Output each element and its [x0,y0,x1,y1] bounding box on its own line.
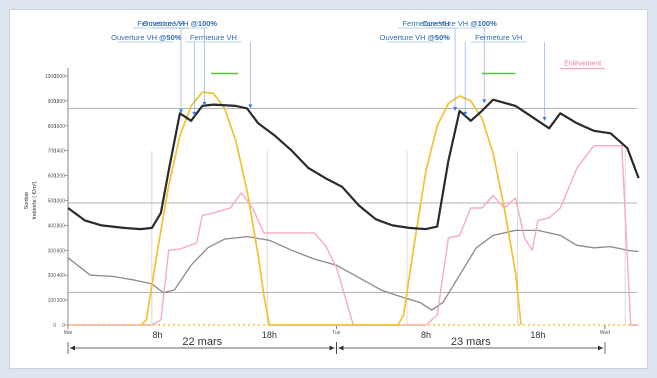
annotation-label: Fermeture VH [137,19,184,28]
y-tick-label-right: 200 [57,298,66,304]
y-tick-label-left: 500 [48,199,57,205]
annotation-marker [463,111,468,116]
line-chart: 1000200090018008001600700140060012005001… [24,19,640,354]
y-tick-label-left: 0 [53,323,56,329]
y-tick-label-right: 2000 [54,74,65,80]
y-tick-label-right: 1000 [54,199,65,205]
y-axis-title-left: Sonbar [24,191,30,209]
y-tick-label-left: 100 [48,298,57,304]
annotation-label: Fermeture VH [402,19,449,28]
annotation-label: Ouverture VH @50% [380,33,451,42]
y-tick-label-left: 400 [48,223,57,229]
x-tick-label: Tue [332,330,341,336]
hour-label: 18h [530,330,545,340]
annotation-marker [202,101,207,106]
y-tick-label-left: 900 [48,99,57,105]
annotation-marker [192,111,197,116]
series-line [67,229,639,311]
series-line [68,145,639,326]
y-tick-label-right: 400 [57,273,66,279]
y-axis-title-right: Indoorte ( €/m²) [32,181,38,219]
annotation-label: Fermeture VH [190,33,237,42]
day-span-arrow-right [329,345,335,351]
y-tick-label-right: 0 [62,323,65,329]
annotation-marker [482,99,487,104]
hour-label: 8h [421,330,431,340]
annotation-label: Ouverture VH @50% [111,33,182,42]
series-line [140,91,522,326]
annotation-label: Ouverture VH @100% [422,19,497,28]
x-tick-label: Mar [64,330,73,336]
annotation-marker [248,104,253,109]
day-label: 23 mars [451,336,491,348]
y-tick-label-left: 200 [48,273,57,279]
y-tick-label-right: 1200 [54,174,65,180]
y-tick-label-right: 600 [57,248,66,254]
day-span-arrow-left [338,345,344,351]
annotation-marker [178,109,183,114]
y-tick-label-left: 800 [48,124,57,130]
y-tick-label-left: 600 [48,174,57,180]
y-tick-label-right: 1800 [54,99,65,105]
day-span-arrow-left [70,345,75,351]
y-tick-label-right: 1400 [54,149,65,155]
annotation-label: Ouverture VH @100% [143,19,218,28]
y-tick-label-right: 1600 [54,124,65,130]
hour-label: 18h [262,330,277,340]
hour-label: 8h [152,330,162,340]
day-span-arrow-right [598,345,603,351]
annotation-marker [542,116,547,121]
y-tick-label-left: 300 [48,248,57,254]
annotation-marker [453,106,458,111]
series-line [67,98,640,231]
x-tick-label: Wed [600,330,610,336]
annotation-label: Fermeture VH [475,33,522,42]
day-label: 22 mars [182,336,222,348]
chart-figure: 1000 2000 900 1800 800 1600 700 1400 600 1200 500 1… [10,10,647,368]
y-tick-label-right: 800 [57,223,66,229]
y-tick-label-left: 700 [48,149,57,155]
legend-label: Enlèvement [564,61,601,68]
y-tick-label-left: 1000 [45,74,56,80]
